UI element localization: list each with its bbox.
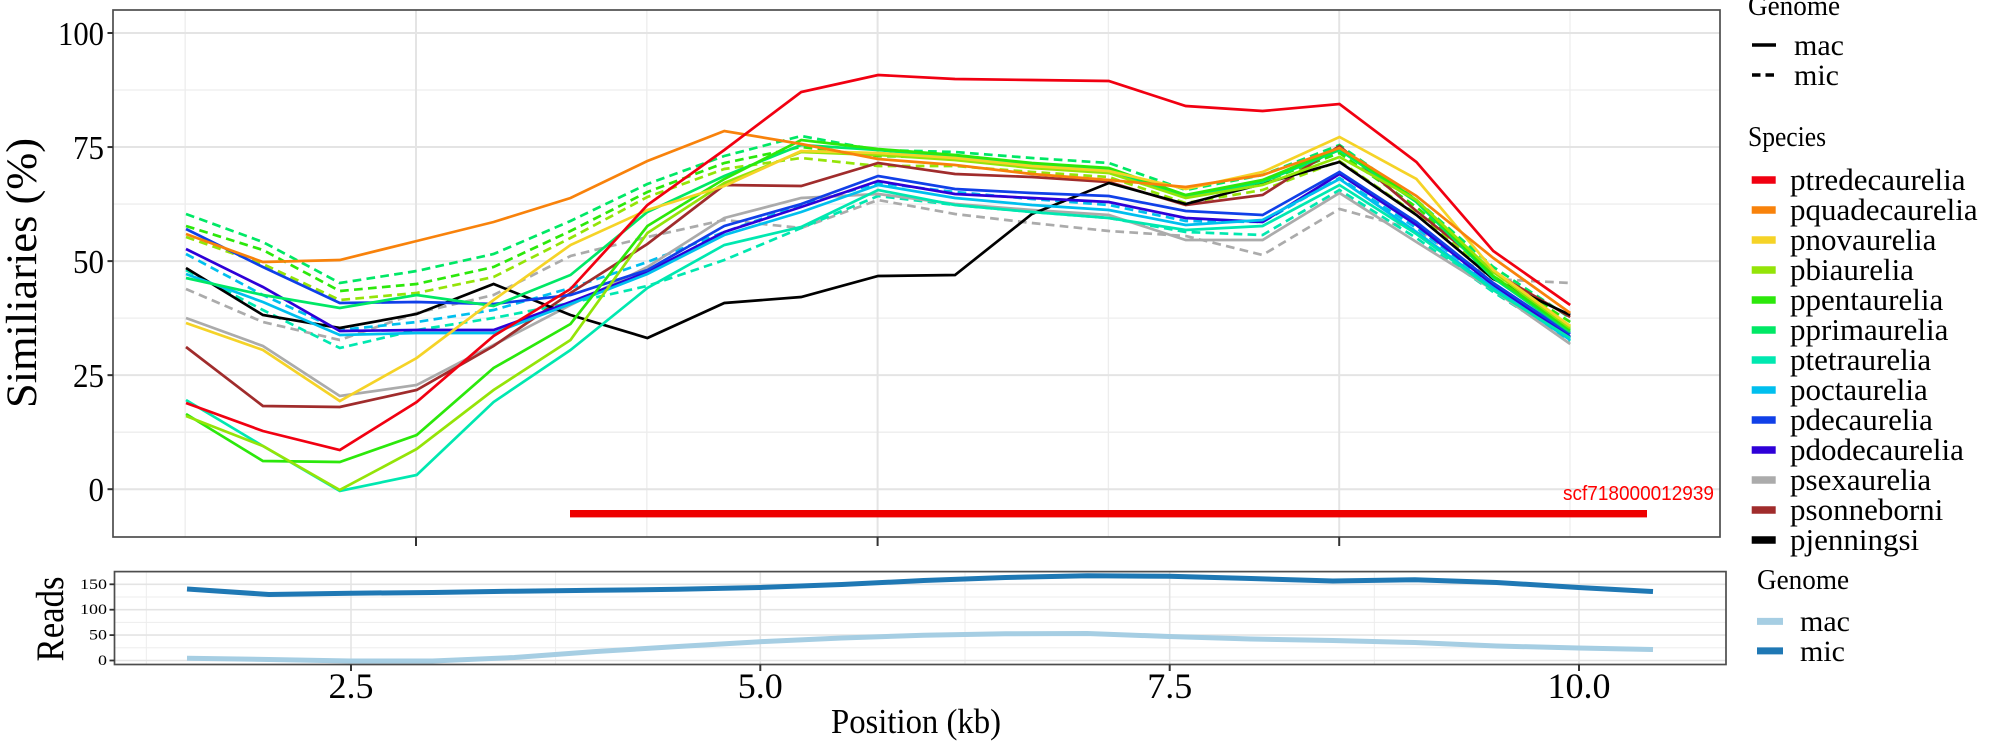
svg-text:0: 0 — [98, 653, 107, 669]
svg-text:25: 25 — [73, 358, 104, 395]
svg-text:Species: Species — [1748, 122, 1826, 153]
svg-text:pdecaurelia: pdecaurelia — [1790, 402, 1933, 437]
svg-text:pquadecaurelia: pquadecaurelia — [1790, 192, 1978, 227]
svg-text:5.0: 5.0 — [738, 666, 783, 706]
svg-text:poctaurelia: poctaurelia — [1790, 372, 1928, 407]
svg-text:50: 50 — [89, 628, 107, 644]
svg-text:100: 100 — [80, 602, 107, 618]
svg-text:150: 150 — [80, 577, 107, 593]
svg-text:ptetraurelia: ptetraurelia — [1790, 342, 1931, 377]
svg-text:100: 100 — [58, 16, 104, 53]
svg-text:pprimaurelia: pprimaurelia — [1790, 312, 1949, 347]
svg-text:Reads: Reads — [29, 577, 72, 662]
svg-text:10.0: 10.0 — [1548, 666, 1611, 706]
svg-text:7.5: 7.5 — [1147, 666, 1192, 706]
svg-text:pjenningsi: pjenningsi — [1790, 522, 1920, 557]
svg-text:mac: mac — [1794, 29, 1844, 62]
svg-text:pnovaurelia: pnovaurelia — [1790, 222, 1937, 257]
svg-text:psonneborni: psonneborni — [1790, 492, 1944, 527]
svg-text:Similiaries (%): Similiaries (%) — [0, 138, 46, 408]
svg-text:Genome: Genome — [1748, 0, 1840, 22]
svg-text:ptredecaurelia: ptredecaurelia — [1790, 162, 1966, 197]
svg-text:mac: mac — [1800, 605, 1850, 638]
svg-text:2.5: 2.5 — [329, 666, 374, 706]
svg-text:Genome: Genome — [1757, 565, 1849, 596]
svg-text:psexaurelia: psexaurelia — [1790, 462, 1931, 497]
svg-text:75: 75 — [73, 130, 104, 167]
svg-text:Position (kb): Position (kb) — [831, 702, 1001, 741]
svg-text:pbiaurelia: pbiaurelia — [1790, 252, 1914, 287]
svg-text:pdodecaurelia: pdodecaurelia — [1790, 432, 1964, 467]
svg-text:ppentaurelia: ppentaurelia — [1790, 282, 1943, 317]
svg-text:0: 0 — [89, 472, 105, 509]
svg-text:scf718000012939: scf718000012939 — [1563, 483, 1714, 505]
svg-text:mic: mic — [1794, 59, 1839, 92]
svg-text:50: 50 — [73, 244, 104, 281]
svg-text:mic: mic — [1800, 635, 1845, 668]
